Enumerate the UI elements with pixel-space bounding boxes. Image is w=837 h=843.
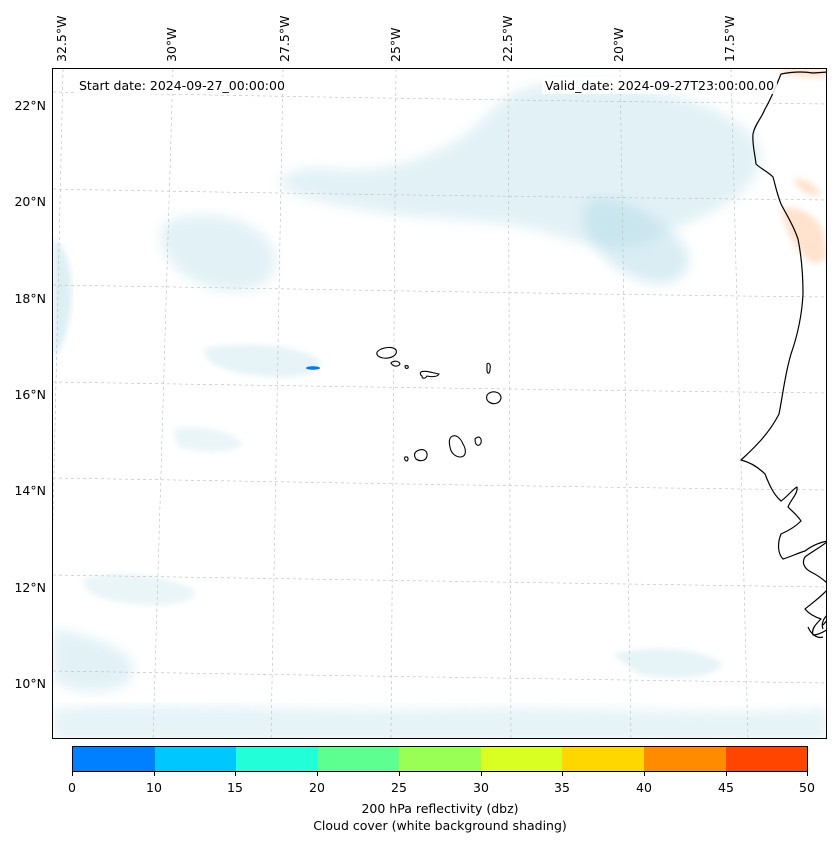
lon-label-32-5w: 32.5°W xyxy=(54,15,69,62)
colorbar-segment-10-15 xyxy=(154,747,237,771)
colorbar-segment-40-45 xyxy=(643,747,726,771)
colorbar-label-45: 45 xyxy=(718,780,734,795)
colorbar-label-20: 20 xyxy=(309,780,325,795)
colorbar-label-40: 40 xyxy=(636,780,652,795)
colorbar-segment-0-10 xyxy=(73,747,155,771)
lat-label-12n: 12°N xyxy=(14,580,46,595)
cloud-patch-sw xyxy=(53,629,134,692)
colorbar-label-50: 50 xyxy=(799,780,815,795)
colorbar xyxy=(72,746,808,772)
lon-label-25w: 25°W xyxy=(388,27,403,62)
coastline-mauritania-senegal xyxy=(740,71,826,560)
lat-label-20n: 20°N xyxy=(14,194,46,209)
colorbar-segment-20-25 xyxy=(317,747,400,771)
colorbar-segment-25-30 xyxy=(399,747,481,771)
lat-label-22n: 22°N xyxy=(14,98,46,113)
cloud-patch-west xyxy=(160,215,276,292)
lat-label-10n: 10°N xyxy=(14,676,46,691)
colorbar-segment-35-40 xyxy=(562,747,644,771)
colorbar-segment-45-50 xyxy=(725,747,808,771)
island-sao-vicente xyxy=(390,360,401,367)
colorbar-label-35: 35 xyxy=(554,780,570,795)
cloud-patch-south-center xyxy=(173,427,243,452)
coastal-reflectivity-shading xyxy=(781,69,826,264)
reflectivity-echo xyxy=(306,366,320,370)
lat-label-14n: 14°N xyxy=(14,483,46,498)
colorbar-tick-0 xyxy=(72,772,73,776)
island-santiago xyxy=(448,435,466,458)
colorbar-title: 200 hPa reflectivity (dbz) xyxy=(361,801,519,816)
start-date-label: Start date: 2024-09-27_00:00:00 xyxy=(76,77,288,94)
colorbar-tick-50 xyxy=(807,772,808,776)
colorbar-segment-15-20 xyxy=(236,747,318,771)
cloud-patch-center xyxy=(203,344,321,378)
map-panel xyxy=(52,68,827,739)
cloud-band-core xyxy=(582,198,689,284)
island-maio xyxy=(474,436,482,446)
island-santo-antao xyxy=(376,346,397,359)
cloud-patch-west-edge xyxy=(53,239,72,359)
colorbar-segment-30-35 xyxy=(480,747,563,771)
island-brava xyxy=(404,456,409,462)
colorbar-tick-45 xyxy=(726,772,727,776)
lon-label-27-5w: 27.5°W xyxy=(277,15,292,62)
african-coastline xyxy=(740,71,826,639)
colorbar-tick-35 xyxy=(562,772,563,776)
colorbar-tick-20 xyxy=(317,772,318,776)
cloud-strip-south xyxy=(53,705,826,738)
cloud-band-north xyxy=(280,81,761,248)
lat-label-18n: 18°N xyxy=(14,291,46,306)
colorbar-tick-30 xyxy=(481,772,482,776)
island-sao-nicolau xyxy=(419,370,440,379)
colorbar-label-10: 10 xyxy=(146,780,162,795)
map-canvas xyxy=(53,69,826,738)
cape-verde-islands xyxy=(376,346,502,462)
coastline-gambia-guinea xyxy=(802,541,826,639)
colorbar-label-25: 25 xyxy=(391,780,407,795)
cloud-patch-south-east xyxy=(613,648,723,678)
lon-label-17-5w: 17.5°W xyxy=(722,15,737,62)
colorbar-tick-40 xyxy=(644,772,645,776)
island-santa-luzia xyxy=(404,365,409,369)
valid-date-label: Valid_date: 2024-09-27T23:00:00.00 xyxy=(542,77,778,94)
lat-label-16n: 16°N xyxy=(14,387,46,402)
colorbar-subtitle: Cloud cover (white background shading) xyxy=(313,818,567,833)
island-boa-vista xyxy=(486,391,502,405)
colorbar-tick-25 xyxy=(399,772,400,776)
island-fogo xyxy=(414,449,428,462)
lon-label-30w: 30°W xyxy=(164,27,179,62)
cloud-cover-shading xyxy=(53,81,826,738)
colorbar-label-0: 0 xyxy=(68,780,76,795)
lon-label-22-5w: 22.5°W xyxy=(500,15,515,62)
colorbar-label-30: 30 xyxy=(473,780,489,795)
cloud-patch-mid-west xyxy=(83,573,195,606)
colorbar-tick-10 xyxy=(154,772,155,776)
island-sal xyxy=(486,362,491,374)
lon-label-20w: 20°W xyxy=(611,27,626,62)
gridlines xyxy=(53,69,826,738)
colorbar-label-15: 15 xyxy=(227,780,243,795)
colorbar-tick-15 xyxy=(235,772,236,776)
